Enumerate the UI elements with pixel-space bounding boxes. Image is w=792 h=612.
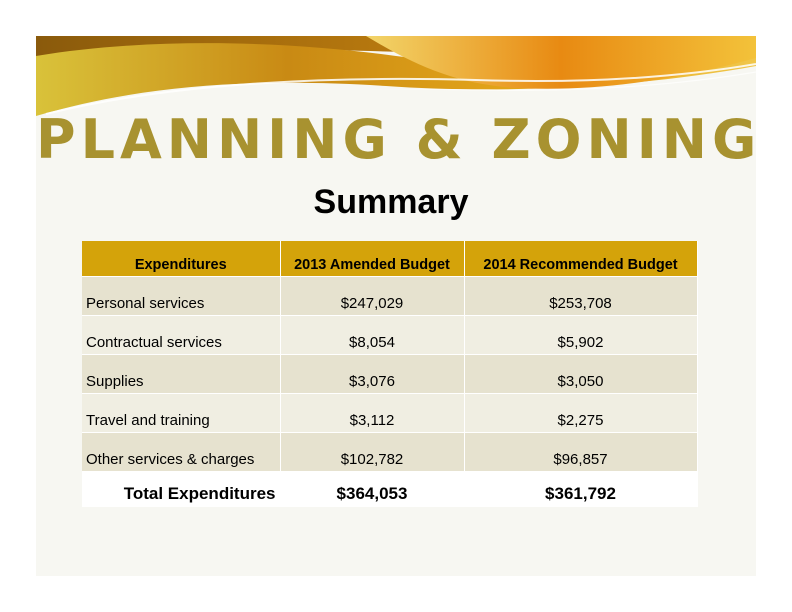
row-label: Travel and training — [82, 393, 281, 433]
row-label: Supplies — [82, 354, 281, 394]
row-2013-value: $8,054 — [280, 315, 465, 355]
table-header-row: Expenditures 2013 Amended Budget 2014 Re… — [82, 241, 698, 277]
page-subtitle: Summary — [313, 183, 469, 221]
row-2014-value: $253,708 — [464, 276, 698, 316]
total-label: Total Expenditures — [82, 471, 281, 507]
table-row: Supplies $3,076 $3,050 — [82, 354, 698, 394]
row-label: Other services & charges — [82, 432, 281, 472]
row-2013-value: $247,029 — [280, 276, 465, 316]
row-label: Personal services — [82, 276, 281, 316]
table-row: Travel and training $3,112 $2,275 — [82, 393, 698, 433]
row-2013-value: $3,076 — [280, 354, 465, 394]
total-2014-value: $361,792 — [464, 471, 698, 507]
table-row: Personal services $247,029 $253,708 — [82, 276, 698, 316]
header-expenditures: Expenditures — [82, 241, 281, 277]
row-2014-value: $96,857 — [464, 432, 698, 472]
total-2013-value: $364,053 — [280, 471, 465, 507]
row-2013-value: $3,112 — [280, 393, 465, 433]
row-2014-value: $5,902 — [464, 315, 698, 355]
decorative-banner — [36, 36, 756, 126]
total-row: Total Expenditures $364,053 $361,792 — [82, 471, 698, 507]
table-row: Other services & charges $102,782 $96,85… — [82, 432, 698, 472]
row-2014-value: $2,275 — [464, 393, 698, 433]
slide: PLANNING & ZONING Summary Expenditures 2… — [36, 36, 756, 576]
row-2013-value: $102,782 — [280, 432, 465, 472]
header-2013-amended: 2013 Amended Budget — [280, 241, 465, 277]
page-title: PLANNING & ZONING — [36, 108, 756, 171]
budget-table: Expenditures 2013 Amended Budget 2014 Re… — [82, 241, 698, 507]
header-2014-recommended: 2014 Recommended Budget — [464, 241, 698, 277]
row-2014-value: $3,050 — [464, 354, 698, 394]
row-label: Contractual services — [82, 315, 281, 355]
table-row: Contractual services $8,054 $5,902 — [82, 315, 698, 355]
